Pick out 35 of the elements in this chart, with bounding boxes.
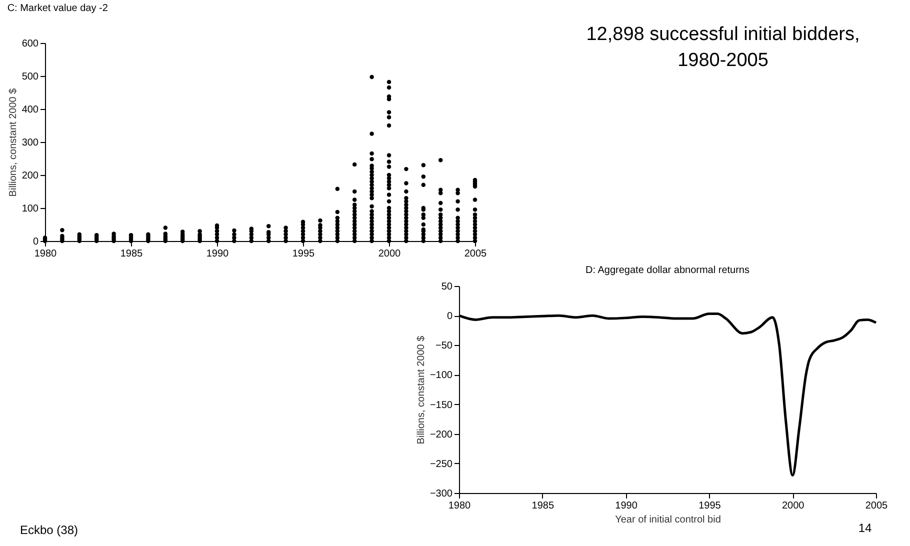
y-axis-title: Billions, constant 2000 $ [416,335,427,444]
x-tick-label: 2000 [378,248,402,260]
y-tick-label: −300 [430,488,453,500]
x-tick-label: 1990 [615,500,638,512]
y-tick-label: 0 [32,236,39,248]
x-axis-title: Year of initial control bid [615,514,721,526]
y-tick-label: 500 [22,72,39,82]
text: 12,898 successful initial bidders, 1980-2005 [585,23,861,73]
text: 14 [857,520,873,536]
x-tick-label: 1985 [532,500,554,512]
y-tick-label: 400 [22,104,39,116]
y-axis-title: Billions, constant 2000 $ [8,88,19,197]
y-tick-label: 0 [446,311,453,322]
chart-title: D: Aggregate dollar abnormal returns [586,265,750,276]
y-tick-label: 50 [441,282,453,292]
x-tick-label: 1995 [698,500,722,512]
y-tick-label: −100 [430,370,453,382]
x-tick-label: 1980 [34,248,58,260]
y-tick-label: −250 [430,458,453,470]
y-tick-label: 300 [22,138,39,148]
x-tick-label: 2000 [782,500,805,512]
y-tick-label: 200 [22,170,39,182]
x-tick-label: 2005 [865,500,888,512]
y-tick-label: −50 [436,340,453,352]
x-tick-label: 1985 [120,248,144,260]
y-tick-label: 100 [22,204,39,214]
y-tick-label: −200 [430,429,453,440]
y-tick-label: −150 [430,400,453,411]
x-tick-label: 2005 [464,248,488,260]
x-tick-label: 1990 [206,248,230,260]
text: Eckbo (38) [20,522,80,538]
x-tick-label: 1980 [448,500,472,512]
x-tick-label: 1995 [292,248,316,260]
y-tick-label: 600 [22,38,39,50]
chart-title: C: Market value day -2 [7,3,108,14]
